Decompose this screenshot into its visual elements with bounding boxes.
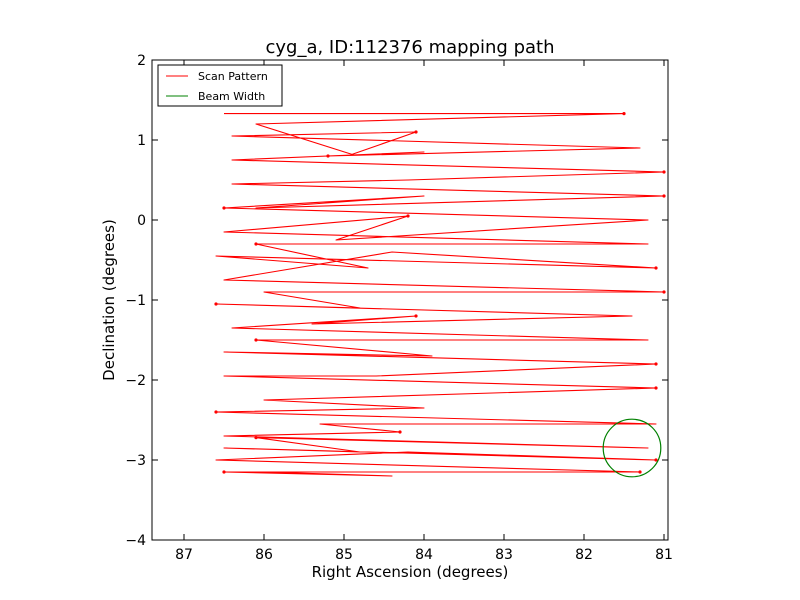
- series-scan-pattern-marker: [326, 154, 330, 158]
- series-scan-pattern-marker: [662, 290, 666, 294]
- y-axis: 2 1 0 −1 −2 −3 −4: [125, 53, 668, 549]
- series-scan-pattern-marker: [638, 470, 642, 474]
- legend-label-beam-width: Beam Width: [198, 90, 265, 103]
- y-tick-label: −2: [125, 373, 146, 389]
- y-tick-label: 2: [137, 53, 146, 69]
- x-axis-label: Right Ascension (degrees): [312, 563, 509, 581]
- y-tick-label: 1: [137, 133, 146, 149]
- series-scan-pattern-marker: [414, 130, 418, 134]
- series-scan-pattern-marker: [622, 112, 626, 116]
- series-scan-pattern-marker: [222, 470, 226, 474]
- x-axis: 87 86 85 84 83 82 81: [175, 60, 673, 563]
- series-scan-pattern-marker: [254, 242, 258, 246]
- y-tick-label: 0: [137, 213, 146, 229]
- series-scan-pattern-marker: [662, 194, 666, 198]
- series-beam-width: [602, 418, 662, 478]
- series-scan-pattern-marker: [222, 206, 226, 210]
- x-tick-label: 86: [255, 547, 273, 563]
- series-scan-pattern-marker: [662, 170, 666, 174]
- series-scan-pattern-marker: [654, 362, 658, 366]
- chart-title: cyg_a, ID:112376 mapping path: [265, 37, 554, 58]
- series-scan-pattern-marker: [398, 430, 402, 434]
- x-tick-label: 81: [655, 547, 673, 563]
- legend-label-scan-pattern: Scan Pattern: [198, 70, 268, 83]
- series-scan-pattern-marker: [254, 436, 258, 440]
- series-scan-pattern-marker: [414, 314, 418, 318]
- y-tick-label: −1: [125, 293, 146, 309]
- y-tick-label: −4: [125, 533, 146, 549]
- series-scan-pattern-marker: [254, 338, 258, 342]
- x-tick-label: 87: [175, 547, 193, 563]
- legend-box: [157, 64, 283, 107]
- x-tick-label: 82: [575, 547, 593, 563]
- series-layer: [214, 112, 666, 478]
- x-tick-label: 84: [415, 547, 433, 563]
- series-scan-pattern-marker: [654, 266, 658, 270]
- series-scan-pattern-marker: [214, 410, 218, 414]
- series-scan-pattern-marker: [406, 214, 410, 218]
- x-tick-label: 83: [495, 547, 513, 563]
- legend: Scan Pattern Beam Width: [157, 64, 283, 107]
- y-tick-label: −3: [125, 453, 146, 469]
- series-scan-pattern-marker: [214, 302, 218, 306]
- series-scan-pattern-marker: [654, 386, 658, 390]
- series-scan-pattern-marker: [654, 458, 658, 462]
- x-tick-label: 85: [335, 547, 353, 563]
- y-axis-label: Declination (degrees): [100, 219, 118, 381]
